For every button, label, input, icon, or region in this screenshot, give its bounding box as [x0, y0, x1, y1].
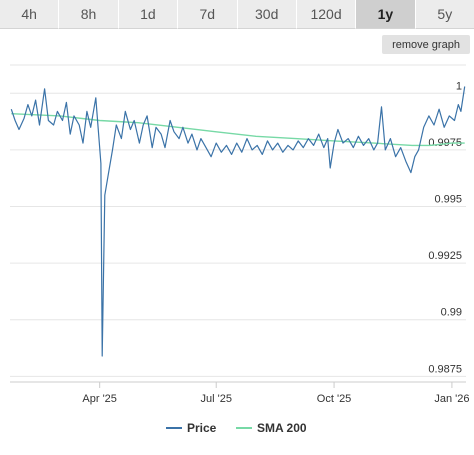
timeframe-tabs: 4h 8h 1d 7d 30d 120d 1y 5y	[0, 0, 474, 30]
x-tick-label: Jan '26	[434, 393, 469, 405]
legend-label: SMA 200	[257, 421, 307, 435]
y-tick-label: 0.9975	[428, 137, 462, 149]
x-tick-label: Jul '25	[200, 393, 231, 405]
x-tick-label: Apr '25	[82, 393, 117, 405]
legend-item-sma-200: SMA 200	[236, 421, 307, 435]
y-tick-label: 0.99	[441, 307, 462, 319]
y-tick-label: 0.9925	[428, 250, 462, 262]
y-tick-label: 1	[456, 80, 462, 92]
price-series-line	[10, 86, 466, 357]
tab-5y[interactable]: 5y	[415, 0, 474, 29]
y-tick-label: 0.9875	[428, 363, 462, 375]
y-tick-label: 0.995	[434, 194, 462, 206]
legend-item-price: Price	[166, 421, 217, 435]
tab-120d[interactable]: 120d	[296, 0, 357, 29]
tab-4h[interactable]: 4h	[0, 0, 60, 29]
x-tick-label: Oct '25	[317, 393, 352, 405]
remove-graph-button[interactable]: remove graph	[382, 35, 470, 54]
legend-label: Price	[187, 421, 217, 435]
tab-8h[interactable]: 8h	[59, 0, 119, 29]
tab-7d[interactable]: 7d	[178, 0, 238, 29]
sma-200-series-line	[11, 113, 465, 147]
tab-30d[interactable]: 30d	[237, 0, 297, 29]
tab-1d[interactable]: 1d	[118, 0, 179, 29]
tab-1y[interactable]: 1y	[356, 0, 416, 29]
